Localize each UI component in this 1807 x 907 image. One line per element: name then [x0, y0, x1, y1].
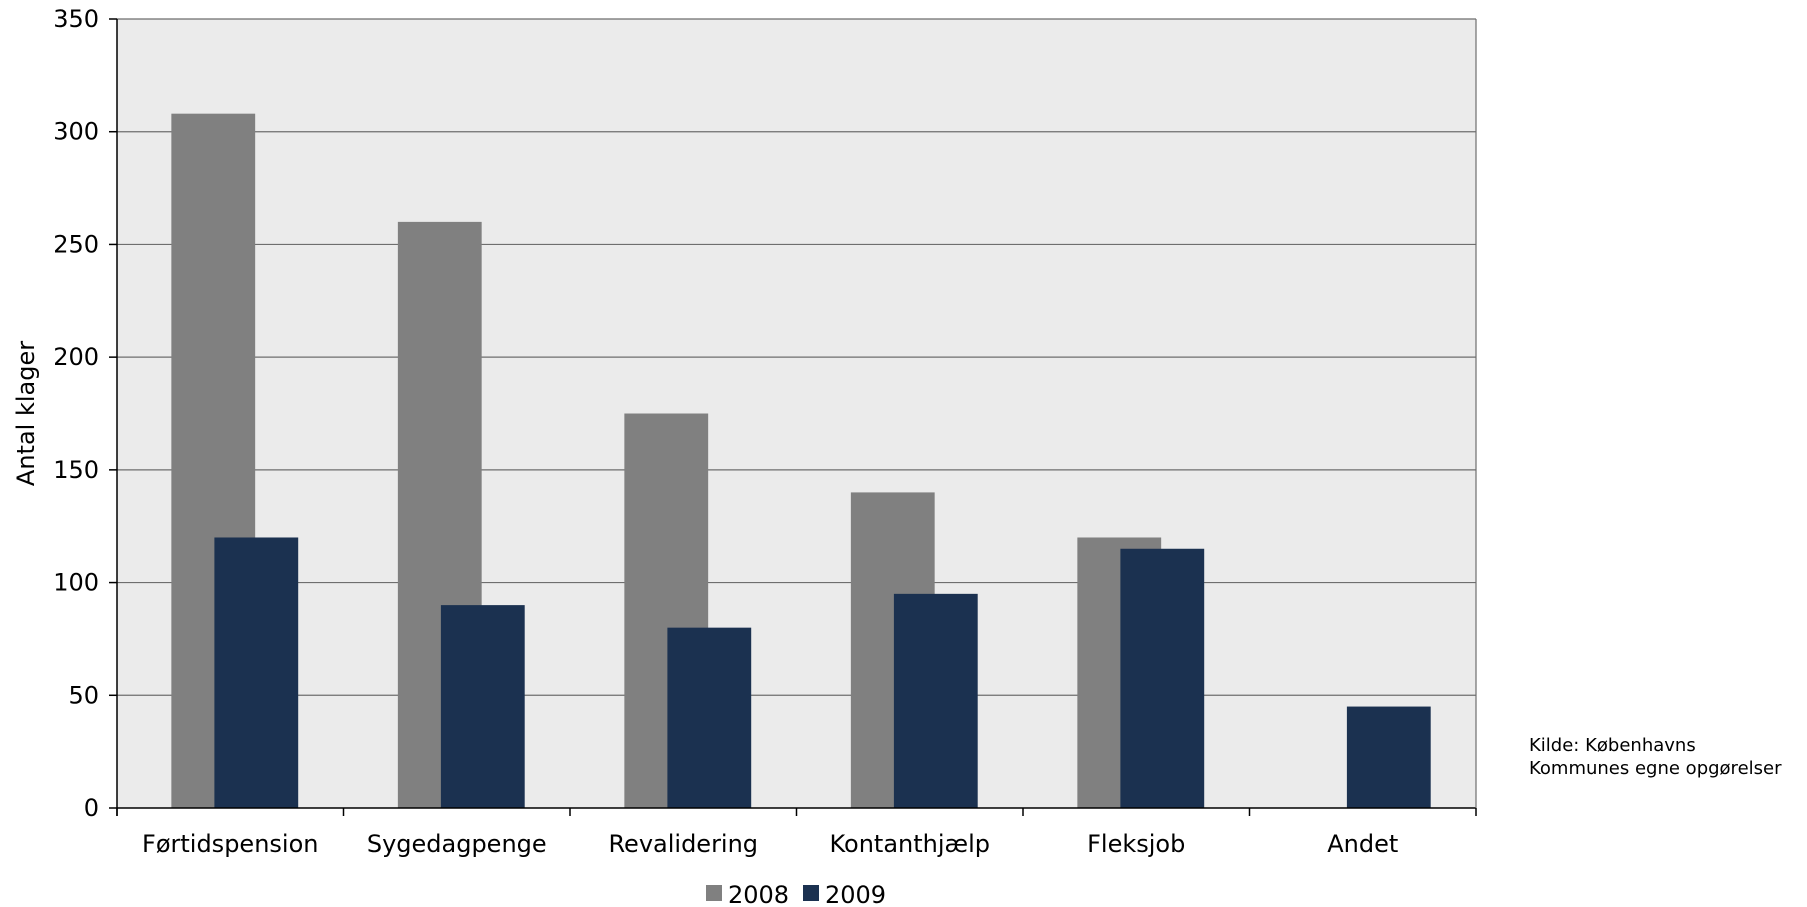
y-tick-label: 250: [53, 230, 99, 258]
bar-2009-5: [1346, 706, 1431, 808]
bar-2009-2: [667, 627, 752, 808]
source-note-line-2: Kommunes egne opgørelser: [1529, 758, 1782, 779]
legend-label-2008: 2008: [728, 881, 789, 907]
source-note-line-1: Kilde: Københavns: [1529, 735, 1696, 756]
plot-area: [117, 19, 1476, 808]
legend: 2008 2009: [706, 881, 886, 907]
bar-2009-3: [893, 593, 978, 808]
x-tick-label: Sygedagpenge: [367, 830, 547, 858]
axes: [116, 19, 1477, 816]
x-tick-label: Fleksjob: [1087, 830, 1185, 858]
bars: [171, 113, 1431, 809]
x-tick-label: Førtidspension: [142, 830, 318, 858]
y-tick-label: 300: [53, 118, 99, 146]
gridlines: [117, 18, 1476, 696]
y-tick-label: 150: [53, 456, 99, 484]
x-tick-label: Revalidering: [608, 830, 758, 858]
y-tick-label: 50: [68, 681, 99, 709]
y-tick-label: 100: [53, 569, 99, 597]
y-tick-label: 350: [53, 5, 99, 33]
bar-2009-4: [1120, 548, 1205, 808]
bar-2009-1: [440, 605, 525, 808]
legend-swatch-2009: [803, 885, 819, 901]
y-tick-label: 200: [53, 343, 99, 371]
legend-label-2009: 2009: [825, 881, 886, 907]
bar-2009-0: [214, 537, 299, 808]
y-axis-title: Antal klager: [12, 341, 40, 486]
legend-swatch-2008: [706, 885, 722, 901]
y-tick-labels: 0 50 100 150 200 250 300 350: [53, 5, 117, 822]
x-tick-label: Andet: [1327, 830, 1398, 858]
x-tick-label: Kontanthjælp: [829, 830, 990, 858]
y-tick-label: 0: [84, 794, 99, 822]
x-tick-labels: Førtidspension Sygedagpenge Revalidering Ko…: [142, 830, 1398, 858]
